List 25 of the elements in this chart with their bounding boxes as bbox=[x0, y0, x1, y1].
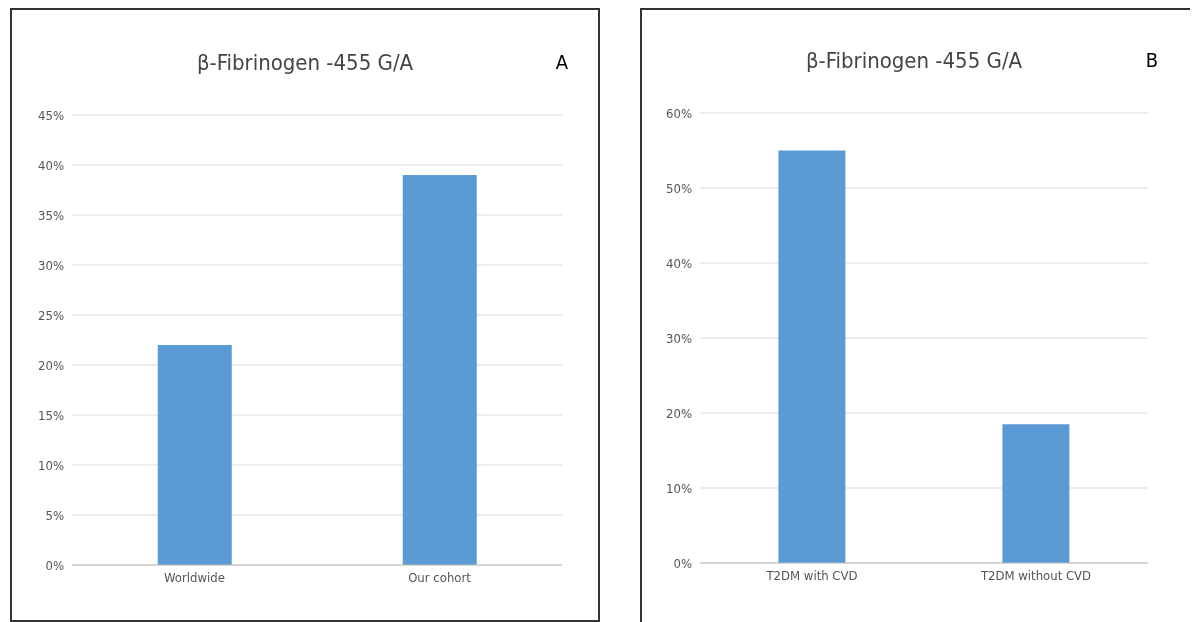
y-tick-label: 35% bbox=[38, 207, 64, 223]
x-tick-label: Our cohort bbox=[408, 570, 472, 586]
text: A bbox=[555, 50, 568, 74]
y-tick-label: 40% bbox=[666, 255, 692, 271]
y-tick-label: 45% bbox=[38, 107, 64, 123]
y-tick-label: 60% bbox=[666, 105, 692, 121]
x-tick-label: Worldwide bbox=[164, 570, 225, 586]
y-tick-label: 15% bbox=[38, 407, 64, 423]
x-tick-label: T2DM with CVD bbox=[765, 568, 858, 584]
y-tick-label: 50% bbox=[666, 180, 692, 196]
x-tick-label: T2DM without CVD bbox=[979, 568, 1092, 584]
y-tick-label: 30% bbox=[38, 257, 64, 273]
y-tick-label: 10% bbox=[666, 480, 692, 496]
y-tick-label: 40% bbox=[38, 157, 64, 173]
y-tick-label: 5% bbox=[45, 507, 64, 523]
y-tick-label: 10% bbox=[38, 457, 64, 473]
y-tick-label: 25% bbox=[38, 307, 64, 323]
y-tick-label: 20% bbox=[38, 357, 64, 373]
chart-title: β-Fibrinogen -455 G/A bbox=[196, 50, 414, 75]
chart-title: β-Fibrinogen -455 G/A bbox=[805, 48, 1023, 73]
y-tick-label: 20% bbox=[666, 405, 692, 421]
y-tick-label: 30% bbox=[666, 330, 692, 346]
y-tick-label: 0% bbox=[45, 557, 64, 573]
text: B bbox=[1145, 48, 1158, 72]
y-tick-label: 0% bbox=[673, 555, 692, 571]
